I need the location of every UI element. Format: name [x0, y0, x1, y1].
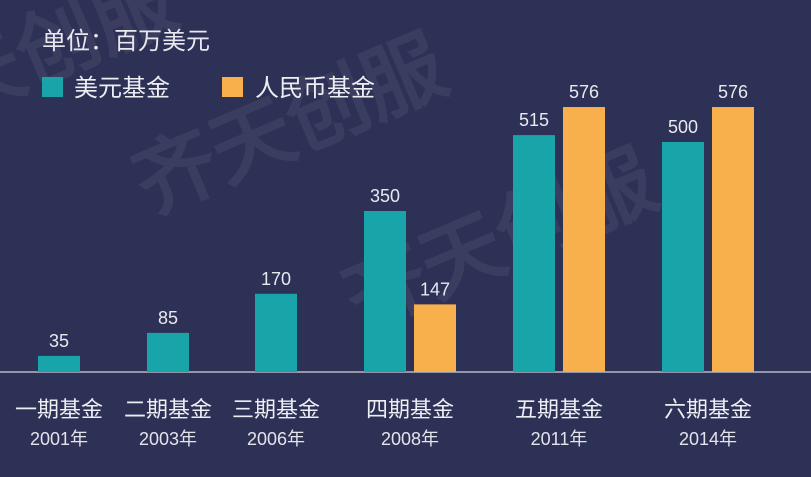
- x-tick-year-label: 2003年: [139, 429, 197, 449]
- data-label: 500: [668, 117, 698, 137]
- data-label: 170: [261, 269, 291, 289]
- bar-rmb-fund-3: [414, 304, 456, 372]
- x-tick-year-label: 2008年: [381, 429, 439, 449]
- legend-label-rmb-fund: 人民币基金: [255, 75, 375, 102]
- data-label: 35: [49, 331, 69, 351]
- legend-label-usd-fund: 美元基金: [74, 75, 170, 102]
- bar-rmb-fund-5: [712, 107, 754, 372]
- chart-marks: 35 一期基金 2001年 85 二期基金 2003年 170 三期基金 2006年 350 147…: [15, 82, 754, 449]
- legend-swatch-usd-fund: [42, 77, 63, 97]
- data-label: 350: [370, 186, 400, 206]
- legend-swatch-rmb-fund: [222, 77, 243, 97]
- x-tick-year-label: 2011年: [531, 429, 588, 449]
- x-tick-label: 一期基金: [15, 397, 103, 422]
- unit-label: 单位：百万美元: [42, 28, 210, 55]
- bar-usd-fund-3: [364, 211, 406, 372]
- data-label: 147: [420, 279, 450, 299]
- bar-usd-fund-1: [147, 332, 189, 372]
- x-tick-label: 二期基金: [124, 397, 212, 422]
- data-label: 515: [519, 110, 549, 130]
- x-tick-label: 三期基金: [232, 397, 320, 422]
- x-tick-label: 五期基金: [515, 397, 603, 422]
- bar-rmb-fund-4: [563, 107, 605, 372]
- data-label: 85: [158, 308, 178, 328]
- data-label: 576: [569, 82, 599, 102]
- x-tick-label: 六期基金: [664, 397, 752, 422]
- x-tick-year-label: 2001年: [30, 429, 88, 449]
- legend: 美元基金 人民币基金: [42, 75, 375, 102]
- bar-usd-fund-0: [38, 355, 80, 372]
- data-label: 576: [718, 82, 748, 102]
- x-tick-year-label: 2014年: [679, 429, 737, 449]
- bar-usd-fund-5: [662, 142, 704, 372]
- bar-usd-fund-2: [255, 293, 297, 372]
- bar-usd-fund-4: [513, 135, 555, 372]
- x-tick-label: 四期基金: [366, 397, 454, 422]
- x-tick-year-label: 2006年: [247, 429, 305, 449]
